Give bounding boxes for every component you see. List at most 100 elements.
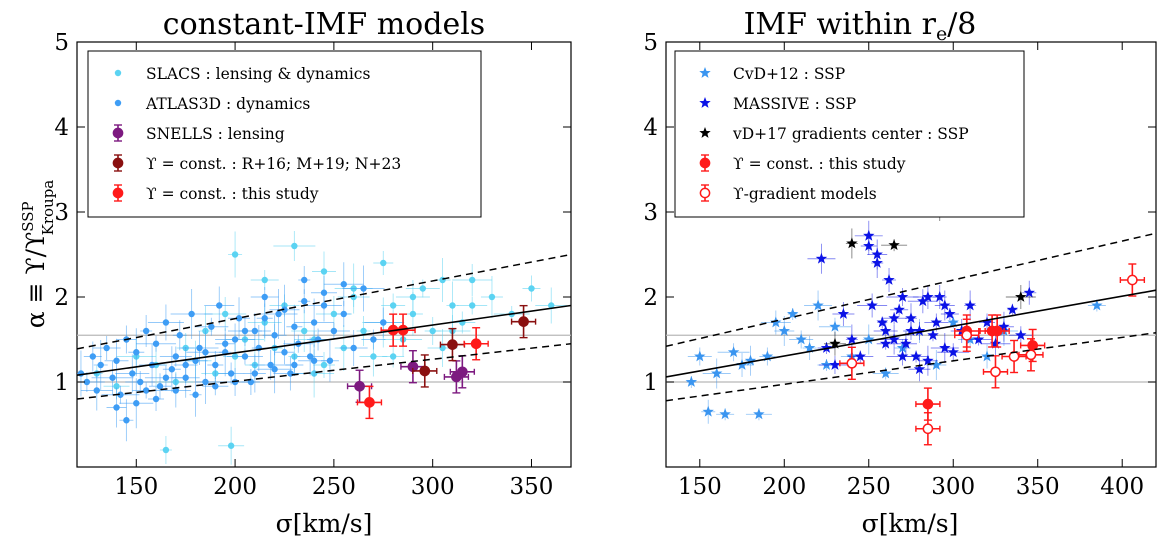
y-tick-label: 4 — [54, 115, 69, 141]
data-point — [456, 366, 468, 378]
data-point — [699, 67, 711, 78]
data-point — [727, 346, 740, 358]
data-point — [863, 333, 875, 345]
data-point — [694, 350, 706, 362]
data-point — [829, 320, 841, 332]
data-point — [846, 237, 858, 249]
data-point — [846, 357, 858, 369]
data-point — [719, 408, 731, 420]
data-point — [301, 327, 308, 335]
data-point — [469, 302, 476, 309]
chart-title: constant-IMF models — [163, 7, 485, 42]
fit-line — [77, 304, 571, 376]
data-point — [168, 366, 176, 373]
legend-label: CvD+12 : SSP — [733, 65, 845, 83]
data-point — [930, 316, 943, 328]
series-3 — [412, 304, 537, 388]
data-point — [350, 344, 357, 352]
x-tick-label: 250 — [312, 474, 356, 500]
data-point — [291, 242, 298, 250]
data-point — [275, 310, 282, 318]
data-point — [939, 299, 951, 311]
data-point — [1025, 349, 1037, 361]
data-point — [301, 298, 308, 305]
data-point — [803, 342, 816, 353]
data-point — [202, 349, 209, 356]
x-tick-label: 350 — [1016, 474, 1060, 500]
data-point — [370, 353, 377, 360]
data-point — [117, 391, 124, 398]
x-tick-label: 150 — [678, 474, 722, 500]
y-tick-label: 3 — [643, 200, 658, 226]
data-point — [208, 323, 215, 330]
data-point — [287, 370, 294, 377]
fit-line — [666, 289, 1156, 378]
data-point — [922, 354, 934, 366]
data-point — [812, 299, 824, 311]
legend-label: ATLAS3D : dynamics — [145, 95, 310, 113]
legend-entry: ϒ = const. : this study — [699, 154, 906, 173]
data-point — [947, 346, 959, 358]
y-axis-label-sup: SSP — [19, 201, 37, 231]
data-point — [109, 374, 116, 381]
data-point — [429, 327, 436, 335]
data-point — [488, 293, 496, 301]
data-point — [380, 319, 387, 326]
data-point — [222, 340, 229, 347]
data-point — [711, 367, 723, 379]
data-point — [896, 342, 909, 353]
data-point — [518, 316, 529, 327]
data-point — [241, 327, 249, 335]
x-tick-label: 300 — [931, 474, 975, 500]
data-point — [820, 359, 833, 370]
panel-frame — [665, 41, 1157, 468]
data-point — [291, 323, 298, 330]
data-point — [112, 187, 124, 199]
data-point — [990, 366, 1001, 378]
data-point — [927, 329, 939, 341]
data-point — [470, 338, 482, 350]
legend-entry: ϒ-gradient models — [699, 184, 877, 203]
data-point — [1015, 291, 1027, 302]
data-point — [846, 333, 858, 345]
data-point — [271, 366, 278, 373]
data-point — [103, 344, 110, 352]
data-point — [934, 291, 946, 302]
y-axis-label: α ≡ ϒ/ϒSSP Kroupa — [19, 180, 57, 329]
data-point — [876, 316, 888, 328]
data-point — [922, 291, 934, 302]
data-point — [310, 319, 318, 326]
data-point — [354, 380, 365, 392]
data-point — [370, 336, 377, 343]
y-tick-label: 4 — [643, 115, 658, 141]
data-point — [113, 383, 120, 390]
data-point — [113, 404, 120, 411]
data-point — [829, 337, 841, 349]
data-point — [182, 361, 189, 369]
data-point — [469, 276, 476, 284]
data-point — [291, 361, 298, 369]
data-point — [330, 327, 338, 335]
data-point — [172, 387, 179, 394]
data-point — [888, 239, 900, 250]
data-point — [699, 157, 711, 169]
data-point — [944, 308, 956, 319]
legend-entry: SLACS : lensing & dynamics — [114, 65, 370, 83]
data-point — [991, 325, 1003, 337]
data-point — [231, 336, 239, 343]
data-point — [89, 353, 97, 360]
data-point — [736, 359, 748, 370]
data-point — [129, 370, 136, 377]
y-axis-label-main: α ≡ ϒ/ϒ — [21, 232, 50, 328]
x-tick-label: 300 — [411, 474, 455, 500]
data-point — [137, 378, 144, 386]
y-tick-label: 2 — [54, 285, 69, 311]
data-point — [888, 312, 900, 324]
x-tick-label: 350 — [510, 474, 554, 500]
data-point — [913, 325, 926, 336]
data-point — [261, 276, 268, 284]
data-point — [83, 378, 91, 386]
data-point — [888, 333, 900, 345]
data-point — [251, 370, 259, 377]
